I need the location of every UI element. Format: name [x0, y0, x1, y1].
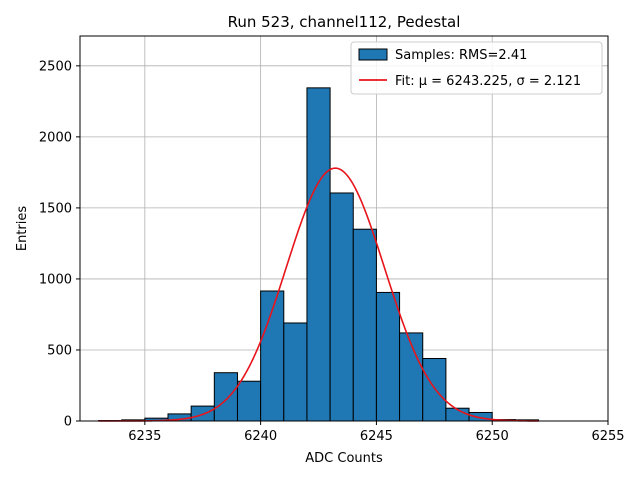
- chart-title: Run 523, channel112, Pedestal: [228, 13, 461, 31]
- legend-label-fit: Fit: μ = 6243.225, σ = 2.121: [395, 74, 581, 89]
- y-axis-title: Entries: [15, 206, 30, 252]
- histogram-bar: [329, 192, 354, 422]
- x-tick-label: 6240: [244, 429, 277, 444]
- x-tick-label: 6255: [591, 429, 624, 444]
- fit-curve-group: [98, 167, 539, 422]
- y-tick-label: 1500: [39, 201, 72, 216]
- x-tick-label: 6245: [360, 429, 393, 444]
- plot-frame: [79, 35, 609, 422]
- y-tick-label: 500: [47, 343, 72, 358]
- y-tick-label: 0: [64, 415, 72, 430]
- y-tick-label: 2000: [39, 130, 72, 145]
- x-tick-label: 6250: [476, 429, 509, 444]
- histogram-bar: [375, 291, 401, 422]
- y-tick-label: 1000: [39, 272, 72, 287]
- legend: Samples: RMS=2.41 Fit: μ = 6243.225, σ =…: [350, 41, 603, 95]
- x-tick-label: 6235: [128, 429, 161, 444]
- histogram-bar: [306, 87, 331, 422]
- histogram-bar: [236, 380, 262, 422]
- histogram-bar: [283, 322, 308, 422]
- histogram-bar: [213, 372, 238, 422]
- histogram-bar: [422, 357, 447, 422]
- legend-box: [350, 41, 603, 95]
- histogram-bar: [352, 228, 377, 422]
- legend-label-samples: Samples: RMS=2.41: [395, 48, 527, 63]
- axis-ticks: 6235 6240 6245 6250 6255 0 500 1000 1500 2000 2500: [39, 59, 625, 444]
- histogram-bars: [98, 87, 540, 422]
- y-tick-label: 2500: [39, 59, 72, 74]
- fit-curve: [98, 167, 539, 422]
- x-axis-title: ADC Counts: [305, 451, 383, 466]
- legend-swatch-samples: [358, 48, 388, 61]
